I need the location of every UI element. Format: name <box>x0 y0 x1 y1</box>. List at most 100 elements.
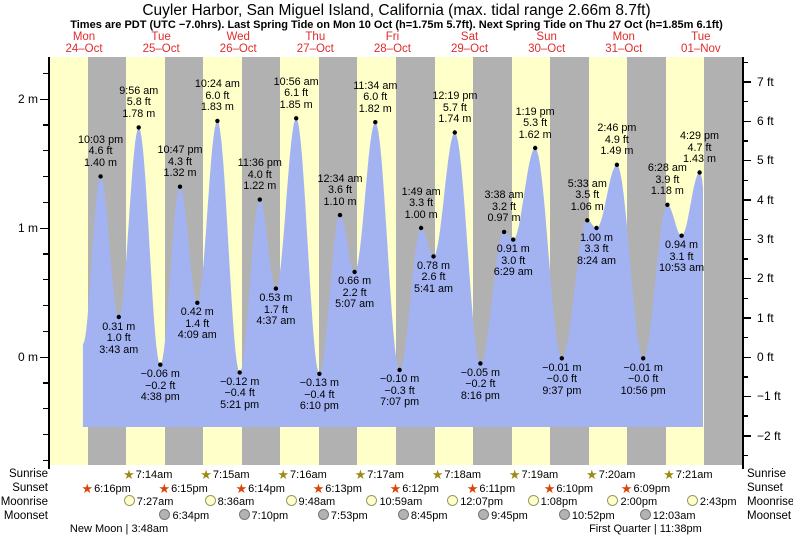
left-axis-tick <box>43 72 48 75</box>
left-axis-label: 1 m <box>17 221 38 235</box>
tide-extreme-dot <box>511 237 516 242</box>
sunrise-star-icon: ★ <box>431 467 444 482</box>
right-axis-label: 6 ft <box>757 114 774 129</box>
moonset-time: 12:03am <box>652 510 696 522</box>
tide-extreme-dot <box>257 197 262 202</box>
moon-phase-annotation: New Moon | 3:48am <box>69 523 169 535</box>
moonrise-time: 8:36am <box>217 496 255 508</box>
right-axis-tick <box>743 159 751 162</box>
almanac-row-label-sunset: Sunset <box>12 482 48 494</box>
day-label: Tue 25–Oct <box>142 31 180 55</box>
left-axis-label: 2 m <box>17 92 38 106</box>
moonset-circle-icon <box>159 509 171 520</box>
moonrise-circle-icon <box>285 495 297 506</box>
right-axis-tick <box>743 238 751 240</box>
right-axis-label: −2 ft <box>757 428 781 443</box>
moonrise-event: 10:59am <box>366 495 422 508</box>
moonset-time: 7:53pm <box>330 510 368 522</box>
sunset-star-icon: ★ <box>235 481 248 496</box>
tide-extreme-dot <box>585 218 590 223</box>
sunrise-time: 7:17am <box>367 469 404 481</box>
high-tide-label: 11:36 pm 4.0 ft 1.22 m <box>237 157 282 193</box>
left-axis-tick <box>43 175 48 178</box>
left-axis-tick <box>43 408 48 410</box>
moonrise-circle-icon <box>447 495 459 506</box>
sunrise-event: ★7:21am <box>663 467 712 483</box>
moonrise-circle-icon <box>527 495 539 506</box>
moonset-event: 10:52pm <box>558 509 615 522</box>
tide-extreme-dot <box>136 125 141 130</box>
day-label: Sat 29–Oct <box>451 31 489 55</box>
moonrise-event: 1:08pm <box>527 495 578 508</box>
sunrise-star-icon: ★ <box>508 467 521 482</box>
sunset-time: 6:12pm <box>402 483 439 495</box>
low-tide-label: 0.66 m 2.2 ft 5:07 am <box>335 275 375 311</box>
left-axis-tick <box>43 459 48 462</box>
moonset-event: 8:45pm <box>397 509 448 522</box>
tide-extreme-dot <box>478 361 483 366</box>
sunset-event: ★6:09pm <box>621 481 670 497</box>
sunrise-event: ★7:20am <box>586 467 635 483</box>
day-label: Sun 30–Oct <box>528 31 566 55</box>
almanac-row-label-sunset-right: Sunset <box>747 482 783 494</box>
high-tide-label: 1:19 pm 5.3 ft 1.62 m <box>515 105 555 141</box>
high-tide-label: 10:24 am 6.0 ft 1.83 m <box>194 78 240 114</box>
right-axis-tick <box>743 61 748 63</box>
tide-extreme-dot <box>294 116 299 121</box>
sunrise-time: 7:15am <box>212 469 250 481</box>
day-label: Wed 26–Oct <box>219 31 257 55</box>
high-tide-label: 11:34 am 6.0 ft 1.82 m <box>353 79 398 115</box>
high-tide-label: 10:56 am 6.1 ft 1.85 m <box>273 75 319 111</box>
sunrise-star-icon: ★ <box>200 467 212 482</box>
tide-extreme-dot <box>614 162 620 167</box>
sunrise-star-icon: ★ <box>354 467 367 482</box>
sunset-star-icon: ★ <box>312 481 325 496</box>
right-axis-tick <box>743 140 748 142</box>
left-axis-tick <box>43 253 48 255</box>
tide-extreme-dot <box>431 254 436 259</box>
low-tide-label: −0.12 m −0.4 ft 5:21 pm <box>220 375 260 411</box>
moonset-circle-icon <box>558 509 570 520</box>
sunrise-time: 7:16am <box>290 469 327 481</box>
sunset-event: ★6:15pm <box>158 481 207 497</box>
right-axis-tick <box>743 317 751 319</box>
sunset-event: ★6:12pm <box>390 481 439 497</box>
moonrise-circle-icon <box>123 495 135 506</box>
almanac-row-label-moonset: Moonset <box>3 510 48 522</box>
tide-extreme-dot <box>501 229 507 235</box>
right-axis-tick <box>743 356 751 358</box>
sunrise-time: 7:21am <box>675 469 713 481</box>
low-tide-label: −0.06 m −0.2 ft 4:38 pm <box>140 368 180 404</box>
moonrise-circle-icon <box>204 495 216 506</box>
day-label: Fri 28–Oct <box>373 31 411 55</box>
tide-extreme-dot <box>177 184 183 189</box>
tide-extreme-dot <box>98 174 103 179</box>
almanac-row-label-moonrise-right: Moonrise <box>747 496 793 508</box>
tide-extreme-dot <box>373 120 378 125</box>
sunset-star-icon: ★ <box>81 481 94 496</box>
tide-extreme-dot <box>665 202 670 207</box>
moonset-time: 9:45pm <box>491 510 528 522</box>
almanac-row-label-sunrise: Sunrise <box>9 468 48 480</box>
left-axis-tick <box>43 433 48 436</box>
moonrise-time: 1:08pm <box>540 496 578 508</box>
low-tide-label: 0.53 m 1.7 ft 4:37 am <box>256 292 296 328</box>
sunrise-time: 7:18am <box>444 469 482 481</box>
tide-extreme-dot <box>158 362 163 367</box>
high-tide-label: 6:28 am 3.9 ft 1.18 m <box>647 162 687 198</box>
almanac-row-label-moonrise: Moonrise <box>0 496 48 508</box>
right-axis-tick <box>743 415 748 417</box>
high-tide-label: 2:46 pm 4.9 ft 1.49 m <box>597 122 637 158</box>
almanac-row-label-sunrise-right: Sunrise <box>747 468 786 480</box>
moonset-time: 10:52pm <box>571 510 615 522</box>
right-axis-tick <box>743 120 751 122</box>
left-axis-tick <box>43 330 48 333</box>
left-axis-tick <box>43 201 48 204</box>
moonset-event: 7:10pm <box>238 509 288 522</box>
moonset-time: 8:45pm <box>410 510 448 522</box>
tide-extreme-dot <box>317 371 322 376</box>
moonrise-event: 2:00pm <box>607 495 657 508</box>
chart-subtitle: Times are PDT (UTC −7.0hrs). Last Spring… <box>70 19 723 31</box>
low-tide-label: −0.01 m −0.0 ft 10:56 pm <box>620 361 666 397</box>
high-tide-label: 4:29 pm 4.7 ft 1.43 m <box>680 130 720 166</box>
